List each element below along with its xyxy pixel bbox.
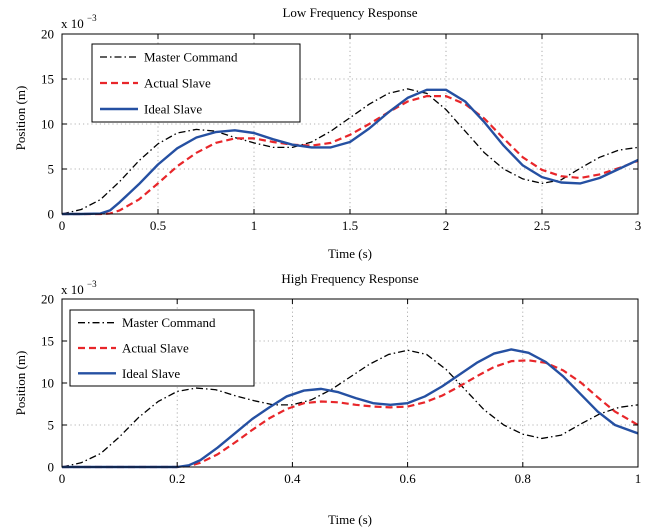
- y-tick-label: 0: [48, 460, 55, 475]
- exponent-power: −3: [87, 279, 97, 289]
- plot-frame: [61, 33, 639, 215]
- legend: Master Command Actual Slave Ideal Slave: [69, 309, 255, 387]
- series-line-master-command: [61, 349, 639, 468]
- x-tick-label: 0.6: [399, 471, 416, 486]
- x-tick-label: 0.5: [150, 218, 166, 233]
- y-tick-label: 20: [41, 27, 54, 42]
- x-tick-label: 0.4: [284, 471, 301, 486]
- legend-label: Actual Slave: [122, 341, 189, 356]
- series-lines: [61, 88, 639, 216]
- x-tick-label: 1: [635, 471, 642, 486]
- x-tick-label: 0.8: [515, 471, 531, 486]
- high-frequency-chart: High Frequency Response x 10 −3 Position…: [13, 271, 641, 527]
- legend-label: Ideal Slave: [122, 366, 180, 381]
- x-tick-label: 2.5: [534, 218, 550, 233]
- exponent-label: x 10 −3: [61, 279, 97, 297]
- series-line-ideal-slave: [62, 88, 639, 216]
- exponent-label: x 10 −3: [61, 13, 97, 31]
- series-line-actual-slave: [62, 359, 639, 469]
- x-tick-label: 1: [251, 218, 258, 233]
- y-tick-label: 20: [41, 292, 54, 307]
- x-axis-label: Time (s): [328, 246, 372, 261]
- x-tick-label: 3: [635, 218, 642, 233]
- y-tick-label: 15: [41, 72, 54, 87]
- x-axis-label: Time (s): [328, 512, 372, 527]
- series-line-ideal-slave: [62, 348, 639, 469]
- x-tick-label: 0.2: [169, 471, 185, 486]
- x-tick-label: 1.5: [342, 218, 358, 233]
- y-axis-label: Position (m): [13, 351, 28, 416]
- y-tick-label: 0: [48, 207, 55, 222]
- y-tick-label: 10: [41, 117, 54, 132]
- x-tick-label: 2: [443, 218, 450, 233]
- legend-label: Master Command: [122, 315, 216, 330]
- series-line-master-command: [61, 88, 639, 215]
- y-tick-label: 10: [41, 376, 54, 391]
- chart-title: High Frequency Response: [281, 271, 418, 286]
- legend-label: Actual Slave: [144, 76, 211, 91]
- plot-frame: [61, 298, 639, 468]
- y-tick-label: 5: [48, 418, 55, 433]
- exponent-prefix: x 10: [61, 282, 84, 297]
- chart-title: Low Frequency Response: [282, 5, 417, 20]
- x-tick-label: 0: [59, 218, 66, 233]
- series-line-actual-slave: [62, 94, 639, 216]
- low-frequency-chart: Low Frequency Response x 10 −3 Position …: [13, 5, 641, 261]
- y-tick-label: 15: [41, 334, 54, 349]
- y-axis-label: Position (m): [13, 86, 28, 151]
- y-tick-label: 5: [48, 162, 55, 177]
- exponent-prefix: x 10: [61, 16, 84, 31]
- legend: Master Command Actual Slave Ideal Slave: [91, 43, 301, 123]
- series-lines: [61, 348, 639, 469]
- exponent-power: −3: [87, 13, 97, 23]
- legend-label: Master Command: [144, 50, 238, 65]
- legend-label: Ideal Slave: [144, 102, 202, 117]
- x-tick-label: 0: [59, 471, 66, 486]
